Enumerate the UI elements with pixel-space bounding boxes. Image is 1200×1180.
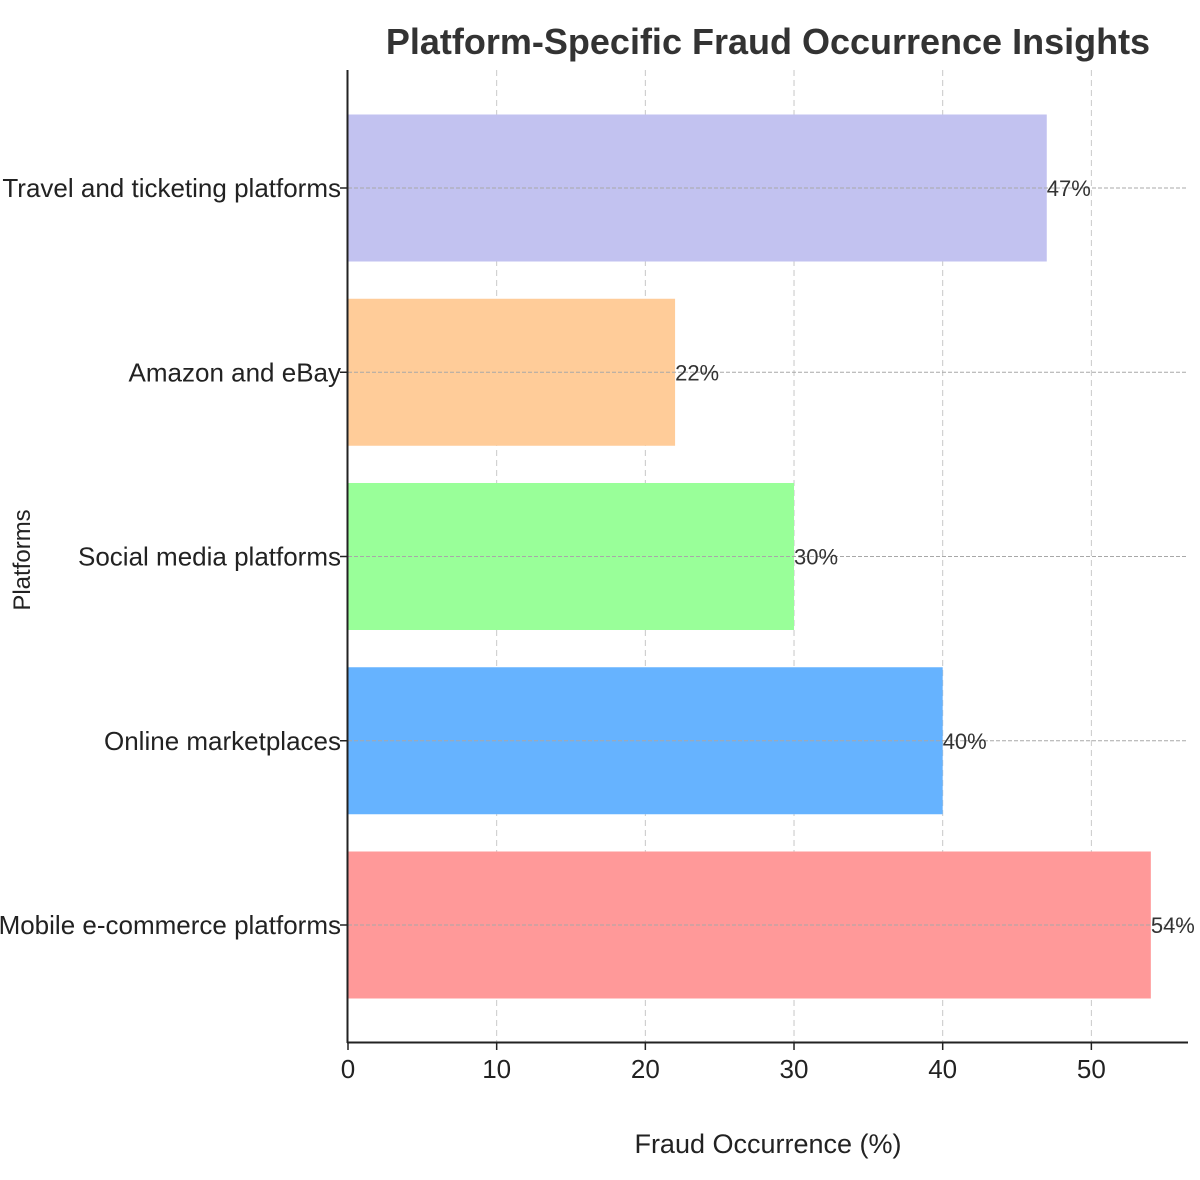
data-label: 30%: [794, 545, 838, 570]
data-label: 54%: [1151, 913, 1195, 938]
x-tick-label: 20: [631, 1054, 660, 1084]
x-tick-label: 40: [928, 1054, 957, 1084]
y-axis-label: Platforms: [9, 509, 36, 610]
y-ticks: Mobile e-commerce platforms Online market…: [0, 173, 348, 940]
y-tick-label: Online marketplaces: [104, 726, 341, 756]
data-label: 40%: [943, 729, 987, 754]
y-tick-label: Mobile e-commerce platforms: [0, 910, 341, 940]
category-gridlines: [348, 187, 1188, 926]
x-tick-label: 0: [341, 1054, 355, 1084]
data-labels: 54% 40% 30% 22% 47%: [675, 176, 1195, 938]
chart-title: Platform-Specific Fraud Occurrence Insig…: [386, 21, 1150, 62]
data-label: 47%: [1047, 176, 1091, 201]
x-tick-label: 10: [482, 1054, 511, 1084]
y-tick-label: Travel and ticketing platforms: [2, 173, 341, 203]
y-tick-label: Social media platforms: [78, 542, 341, 572]
x-ticks: 0 10 20 30 40 50: [341, 1042, 1106, 1084]
x-tick-label: 30: [780, 1054, 809, 1084]
y-tick-label: Amazon and eBay: [129, 357, 341, 387]
data-label: 22%: [675, 360, 719, 385]
x-tick-label: 50: [1077, 1054, 1106, 1084]
x-axis-label: Fraud Occurrence (%): [634, 1129, 901, 1159]
